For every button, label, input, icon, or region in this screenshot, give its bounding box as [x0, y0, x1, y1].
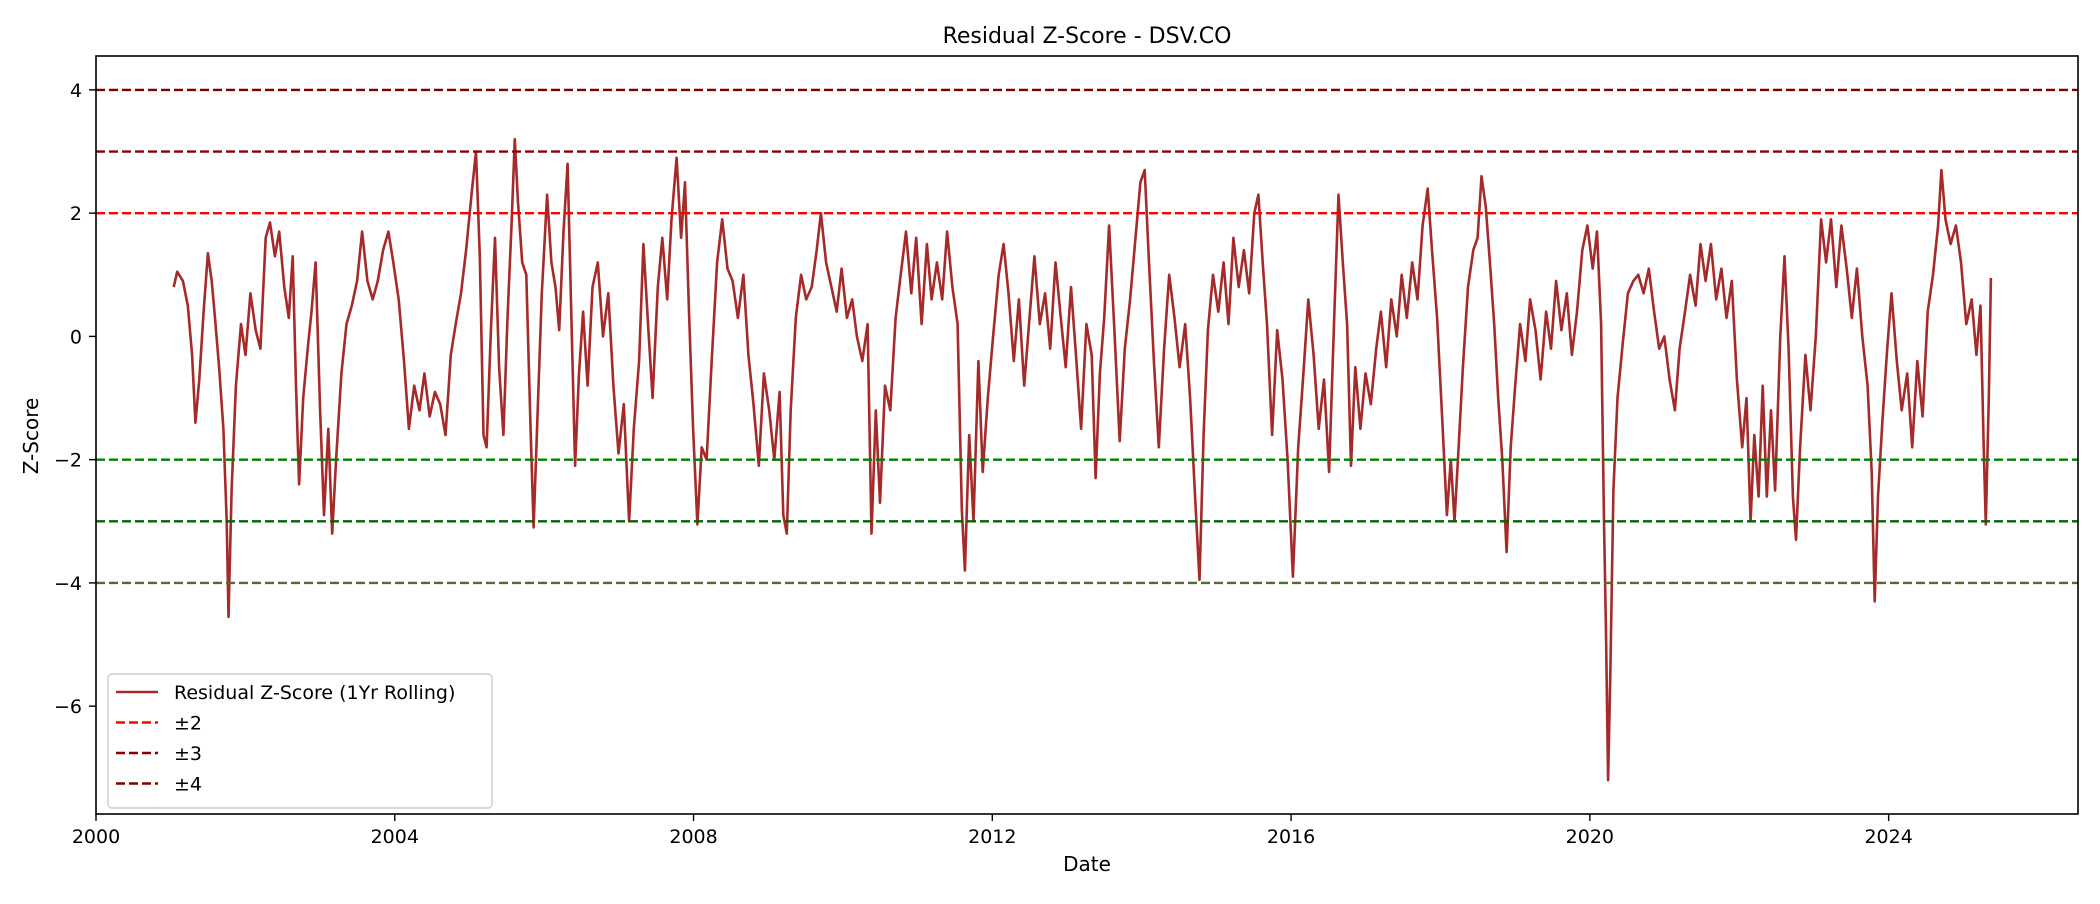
x-axis-label: Date	[1063, 852, 1111, 876]
legend-label: ±3	[174, 743, 202, 765]
y-tick-label: −6	[54, 696, 82, 718]
x-tick-label: 2016	[1267, 826, 1315, 848]
x-tick-label: 2020	[1566, 826, 1614, 848]
series-line-residual-z-score	[172, 137, 1993, 782]
x-tick-label: 2008	[669, 826, 717, 848]
y-tick-label: 0	[70, 326, 82, 348]
y-tick-label: 4	[70, 80, 82, 102]
legend-label: ±4	[174, 774, 202, 796]
y-tick-label: 2	[70, 203, 82, 225]
y-tick-label: −4	[54, 573, 82, 595]
x-tick-label: 2012	[968, 826, 1016, 848]
axes-frame	[95, 55, 2079, 815]
x-tick-label: 2004	[371, 826, 419, 848]
y-tick-label: −2	[54, 450, 82, 472]
legend-label: Residual Z-Score (1Yr Rolling)	[174, 682, 455, 704]
plot-area	[96, 88, 2078, 782]
x-tick-label: 2024	[1864, 826, 1912, 848]
x-tick-label: 2000	[72, 826, 120, 848]
legend: Residual Z-Score (1Yr Rolling) ±2 ±3 ±4	[107, 673, 493, 809]
y-axis-label: Z-Score	[19, 398, 43, 475]
legend-box	[107, 673, 493, 809]
chart-title: Residual Z-Score - DSV.CO	[943, 24, 1232, 49]
axis-ticks: 2000 2004 2008 2012 2016 2020 2024 −6 −4 −2 0 2 4	[54, 80, 1913, 848]
legend-label: ±2	[174, 713, 202, 735]
